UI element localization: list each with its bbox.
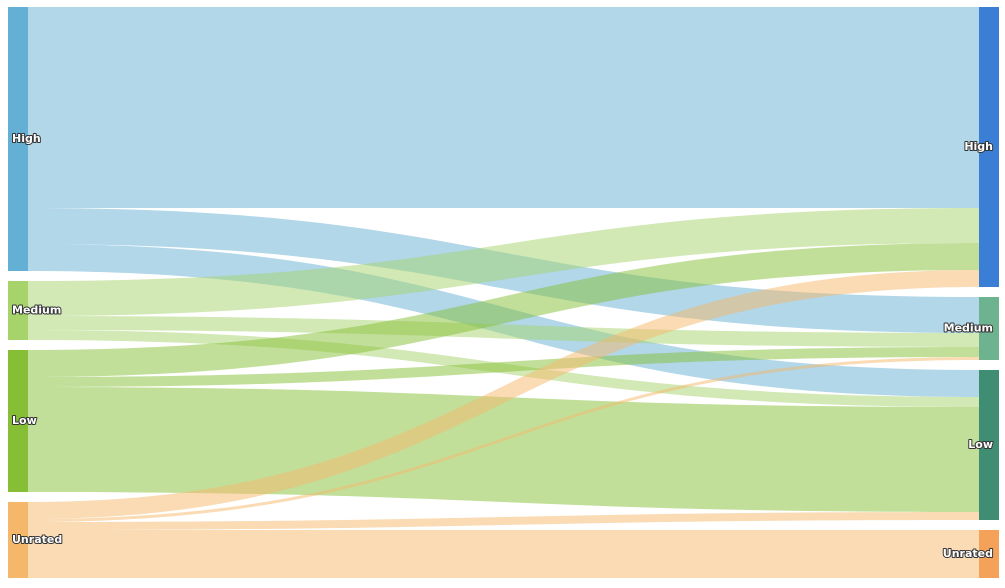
link [28,357,979,522]
node [8,502,28,578]
node [979,297,999,360]
nodes: High Medium Low Unrated High Medium Low Unrated [8,7,999,578]
link [28,208,979,316]
links [28,7,979,578]
link [28,530,979,578]
node [8,7,28,271]
link [28,7,979,208]
node [979,370,999,520]
node-label: Medium [12,304,61,317]
node-label: Low [968,438,993,451]
node-label: Low [12,414,37,427]
node [8,281,28,340]
link [28,387,979,512]
link [28,243,979,377]
link [28,347,979,387]
node [8,350,28,492]
link [28,270,979,519]
node-label: High [964,140,993,153]
node-label: Unrated [943,547,993,560]
node-label: Medium [944,322,993,335]
link [28,316,979,347]
link [28,512,979,530]
node-label: High [12,132,41,145]
node [979,7,999,287]
node [979,530,999,578]
node-label: Unrated [12,533,62,546]
